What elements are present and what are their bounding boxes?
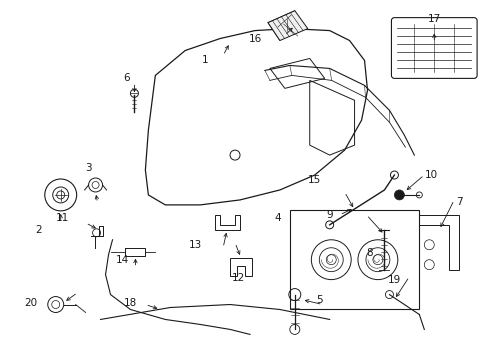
Circle shape: [394, 190, 404, 200]
Text: 14: 14: [116, 255, 129, 265]
Text: 10: 10: [424, 170, 437, 180]
Text: 12: 12: [231, 273, 244, 283]
Text: 13: 13: [188, 240, 202, 250]
Text: 4: 4: [274, 213, 281, 223]
Text: 1: 1: [202, 55, 208, 66]
Text: 9: 9: [325, 210, 332, 220]
Bar: [289, 210, 419, 310]
Text: 18: 18: [123, 297, 137, 307]
Text: 17: 17: [427, 14, 440, 24]
Text: 3: 3: [85, 163, 92, 173]
Text: 7: 7: [455, 197, 462, 207]
Text: 6: 6: [123, 73, 129, 84]
Text: 11: 11: [56, 213, 69, 223]
Text: 2: 2: [36, 225, 42, 235]
Text: 5: 5: [316, 294, 323, 305]
Text: 8: 8: [366, 248, 372, 258]
Text: 20: 20: [24, 297, 37, 307]
Text: 15: 15: [307, 175, 321, 185]
Text: 19: 19: [387, 275, 400, 285]
Polygon shape: [267, 11, 307, 41]
Text: 16: 16: [248, 33, 261, 44]
